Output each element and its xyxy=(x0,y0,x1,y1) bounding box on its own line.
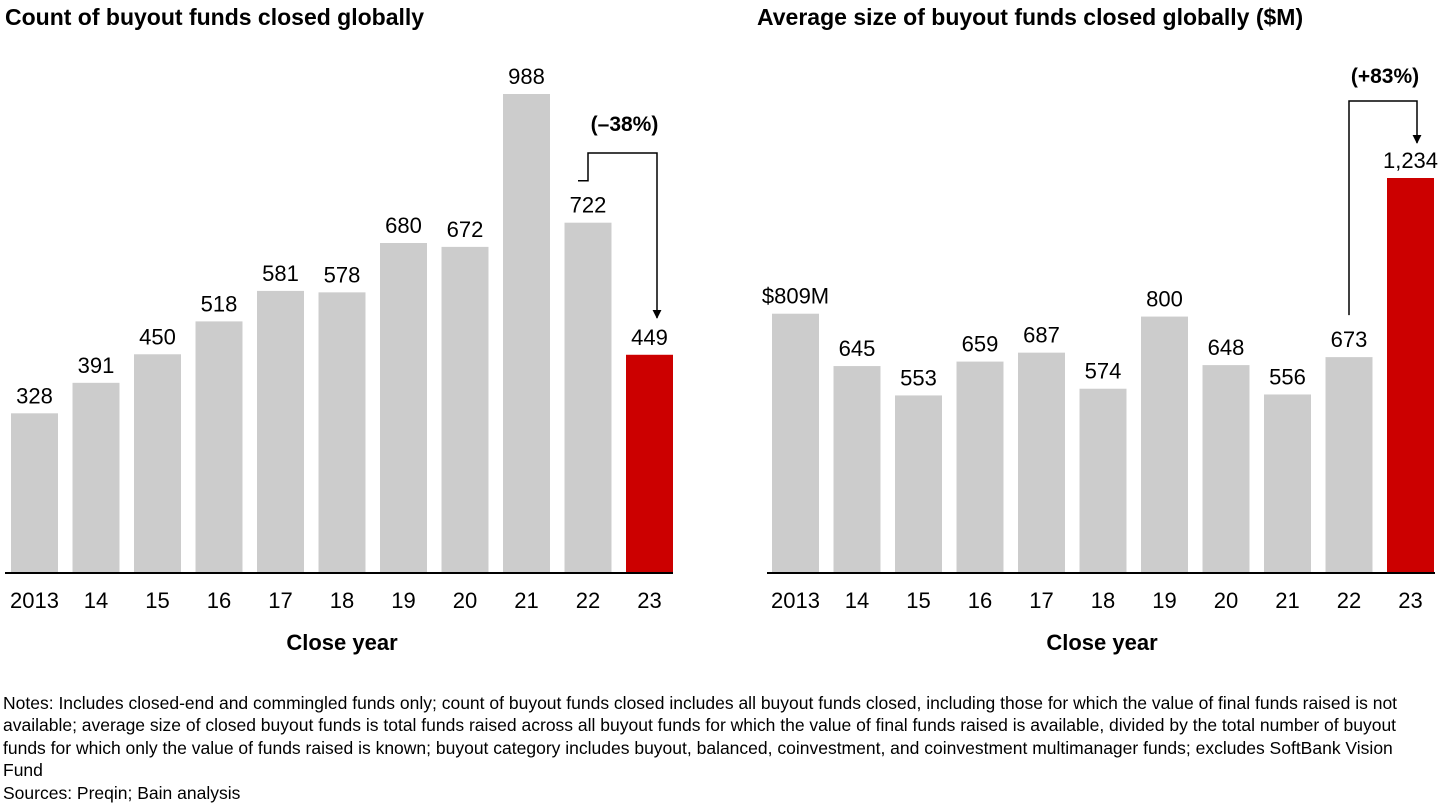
x-tick-label: 23 xyxy=(637,588,661,613)
change-arrow xyxy=(1348,100,1422,316)
bar-20 xyxy=(1202,365,1250,572)
x-tick-label: 21 xyxy=(1275,588,1299,613)
data-label: 391 xyxy=(78,353,115,378)
bar-16 xyxy=(195,321,243,572)
data-label: 659 xyxy=(962,332,999,357)
sources-text: Sources: Preqin; Bain analysis xyxy=(3,782,241,803)
bar-14 xyxy=(72,382,120,572)
data-label: 553 xyxy=(900,365,937,390)
x-tick-label: 14 xyxy=(845,588,869,613)
data-label: 578 xyxy=(324,262,361,287)
charts-canvas: Count of buyout funds closed globally 328… xyxy=(5,4,1438,655)
bar-17 xyxy=(1018,352,1065,572)
chart-title: Average size of buyout funds closed glob… xyxy=(757,4,1303,30)
x-tick-label: 16 xyxy=(207,588,231,613)
data-label: 648 xyxy=(1208,335,1245,360)
bar-23 xyxy=(626,354,673,572)
bar-19 xyxy=(1141,316,1188,572)
change-arrow xyxy=(578,152,662,319)
bar-22 xyxy=(1325,357,1373,572)
data-label: 722 xyxy=(570,193,607,218)
x-tick-label: 20 xyxy=(1214,588,1238,613)
x-tick-label: 22 xyxy=(1337,588,1361,613)
data-label: 988 xyxy=(508,64,545,89)
data-label: 449 xyxy=(631,325,668,350)
data-label: 518 xyxy=(201,291,238,316)
x-tick-label: 2013 xyxy=(10,588,59,613)
chart-title: Count of buyout funds closed globally xyxy=(5,4,424,30)
bar-22 xyxy=(564,222,612,572)
data-label: 1,234 xyxy=(1383,148,1438,173)
x-tick-label: 23 xyxy=(1398,588,1422,613)
data-label: 556 xyxy=(1269,364,1306,389)
data-label: 450 xyxy=(139,324,176,349)
bar-23 xyxy=(1387,178,1434,572)
data-label: 673 xyxy=(1331,327,1368,352)
x-tick-label: 21 xyxy=(514,588,538,613)
bar-14 xyxy=(833,366,881,572)
notes-text: Notes: Includes closed-end and commingle… xyxy=(3,693,1398,781)
change-annotation: (+83%) xyxy=(1351,65,1419,88)
bar-2013 xyxy=(11,413,58,572)
x-tick-label: 15 xyxy=(145,588,169,613)
x-tick-label: 17 xyxy=(268,588,292,613)
x-tick-label: 2013 xyxy=(771,588,820,613)
data-label: 574 xyxy=(1085,359,1122,384)
x-tick-label: 16 xyxy=(968,588,992,613)
data-label: 581 xyxy=(262,261,299,286)
x-tick-label: 15 xyxy=(906,588,930,613)
data-label: 645 xyxy=(839,336,876,361)
x-tick-label: 19 xyxy=(391,588,415,613)
bar-2013 xyxy=(772,313,819,572)
x-tick-label: 14 xyxy=(84,588,108,613)
x-tick-label: 18 xyxy=(330,588,354,613)
x-axis-label: Close year xyxy=(1046,630,1158,655)
x-tick-label: 20 xyxy=(453,588,477,613)
footnotes: Notes: Includes closed-end and commingle… xyxy=(3,692,1437,804)
bar-21 xyxy=(503,94,550,572)
bar-15 xyxy=(895,395,942,572)
x-axis-label: Close year xyxy=(286,630,398,655)
bar-18 xyxy=(1079,388,1127,572)
bar-19 xyxy=(380,243,427,572)
bar-18 xyxy=(318,292,366,572)
data-label: 800 xyxy=(1146,287,1183,312)
change-annotation: (–38%) xyxy=(591,113,659,136)
data-label: 687 xyxy=(1023,323,1060,348)
bar-17 xyxy=(257,290,304,572)
bar-15 xyxy=(134,354,181,572)
data-label: 672 xyxy=(447,217,484,242)
x-tick-label: 17 xyxy=(1029,588,1053,613)
chart-average-size-of-buyout-funds: Average size of buyout funds closed glob… xyxy=(757,4,1438,655)
data-label: $809M xyxy=(762,284,829,309)
x-tick-label: 18 xyxy=(1091,588,1115,613)
bar-21 xyxy=(1264,394,1311,572)
bar-16 xyxy=(956,361,1004,572)
data-label: 680 xyxy=(385,213,422,238)
x-tick-label: 19 xyxy=(1152,588,1176,613)
x-tick-label: 22 xyxy=(576,588,600,613)
data-label: 328 xyxy=(16,383,53,408)
bar-20 xyxy=(441,246,489,573)
chart-count-of-buyout-funds: Count of buyout funds closed globally 328… xyxy=(5,4,673,655)
